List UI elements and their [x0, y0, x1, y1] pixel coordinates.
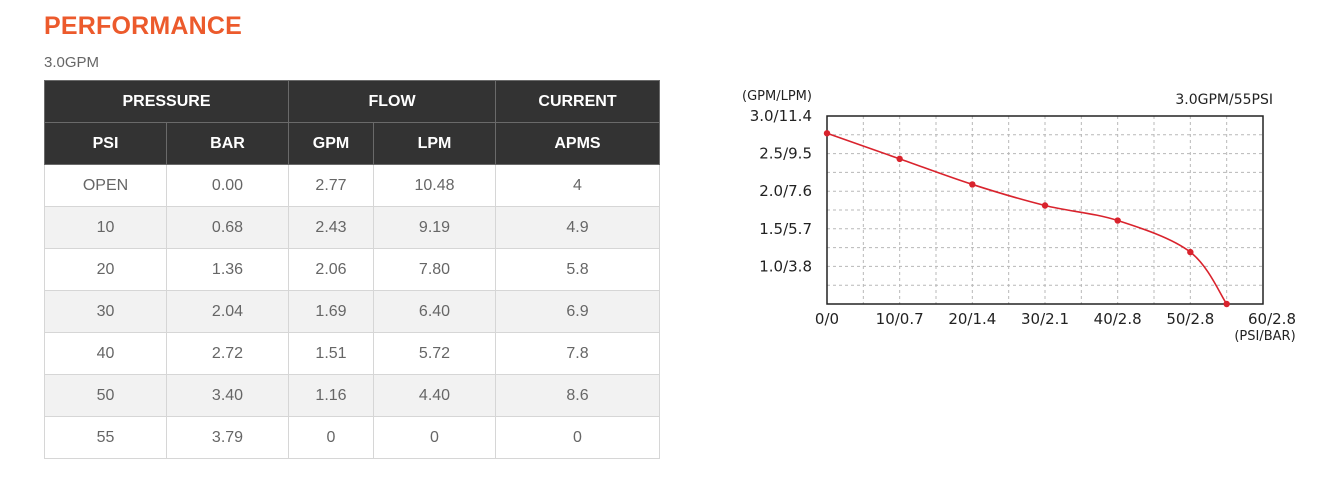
cell-apms: 7.8: [495, 332, 660, 375]
table-row: OPEN 0.00 2.77 10.48 4: [44, 164, 660, 207]
cell-lpm: 5.72: [373, 332, 496, 375]
x-tick-label: 40/2.8: [1094, 310, 1142, 328]
cell-gpm: 1.51: [288, 332, 374, 375]
section-title: PERFORMANCE: [44, 12, 243, 40]
cell-bar: 3.40: [166, 374, 289, 417]
cell-gpm: 1.16: [288, 374, 374, 417]
performance-chart: 1.0/3.8 1.5/5.7 2.0/7.6 2.5/9.5 3.0/11.4 0/0…: [742, 89, 1296, 344]
cell-psi: 10: [44, 206, 167, 249]
plot-frame: [826, 115, 1264, 305]
cell-bar: 0.68: [166, 206, 289, 249]
table-row: 30 2.04 1.69 6.40 6.9: [44, 290, 660, 333]
x-tick-label: 20/1.4: [948, 310, 996, 328]
table-row: 20 1.36 2.06 7.80 5.8: [44, 248, 660, 291]
x-tick-label: 60/2.8: [1248, 310, 1296, 328]
chart-grid: [827, 116, 1263, 304]
cell-gpm: 0: [288, 416, 374, 459]
group-header-current: CURRENT: [495, 80, 660, 123]
cell-apms: 4.9: [495, 206, 660, 249]
data-point: [1223, 300, 1230, 308]
section-subtitle: 3.0GPM: [44, 54, 100, 71]
cell-psi: 30: [44, 290, 167, 333]
cell-lpm: 9.19: [373, 206, 496, 249]
y-tick-label: 2.5/9.5: [759, 145, 812, 163]
cell-lpm: 4.40: [373, 374, 496, 417]
cell-apms: 6.9: [495, 290, 660, 333]
column-header-lpm: LPM: [373, 122, 496, 165]
table-body: OPEN 0.00 2.77 10.48 4 10 0.68 2.43 9.19 4.9 20 1.3…: [44, 164, 660, 459]
y-tick-label: 1.0/3.8: [759, 257, 812, 275]
cell-bar: 0.00: [166, 164, 289, 207]
data-point: [969, 181, 976, 188]
x-tick-label: 10/0.7: [876, 310, 924, 328]
cell-apms: 8.6: [495, 374, 660, 417]
cell-lpm: 6.40: [373, 290, 496, 333]
chart-title: 3.0GPM/55PSI: [1175, 92, 1273, 108]
table-row: 50 3.40 1.16 4.40 8.6: [44, 374, 660, 417]
y-tick-label: 1.5/5.7: [759, 220, 812, 238]
cell-psi: 40: [44, 332, 167, 375]
column-header-apms: APMS: [495, 122, 660, 165]
column-header-psi: PSI: [44, 122, 167, 165]
table-column-header-row: PSI BAR GPM LPM APMS: [44, 122, 660, 165]
cell-psi: 55: [44, 416, 167, 459]
data-point: [1114, 217, 1121, 224]
data-point: [1187, 248, 1194, 256]
cell-lpm: 7.80: [373, 248, 496, 291]
cell-apms: 0: [495, 416, 660, 459]
y-tick-label: 3.0/11.4: [750, 107, 812, 125]
column-header-bar: BAR: [166, 122, 289, 165]
data-point: [1041, 202, 1049, 209]
data-point: [823, 130, 831, 137]
table-row: 10 0.68 2.43 9.19 4.9: [44, 206, 660, 249]
cell-bar: 1.36: [166, 248, 289, 291]
series-points: [823, 130, 1230, 308]
cell-lpm: 0: [373, 416, 496, 459]
cell-bar: 2.04: [166, 290, 289, 333]
column-header-gpm: GPM: [288, 122, 374, 165]
table-row: 55 3.79 0 0 0: [44, 416, 660, 459]
cell-psi: 20: [44, 248, 167, 291]
y-tick-labels: 1.0/3.8 1.5/5.7 2.0/7.6 2.5/9.5 3.0/11.4: [750, 107, 812, 275]
cell-psi: OPEN: [44, 164, 167, 207]
x-tick-label: 50/2.8: [1166, 310, 1214, 328]
y-tick-label: 2.0/7.6: [759, 182, 812, 200]
x-tick-label: 30/2.1: [1021, 310, 1069, 328]
cell-apms: 4: [495, 164, 660, 207]
cell-gpm: 2.43: [288, 206, 374, 249]
cell-bar: 3.79: [166, 416, 289, 459]
table-group-header-row: PRESSURE FLOW CURRENT: [44, 80, 660, 123]
y-axis-label: (GPM/LPM): [742, 89, 812, 104]
performance-table: PRESSURE FLOW CURRENT PSI BAR GPM LPM AP…: [44, 80, 660, 459]
cell-lpm: 10.48: [373, 164, 496, 207]
series-line: [826, 132, 1228, 305]
x-axis-label: (PSI/BAR): [1234, 329, 1295, 344]
cell-psi: 50: [44, 374, 167, 417]
cell-gpm: 2.06: [288, 248, 374, 291]
group-header-flow: FLOW: [288, 80, 496, 123]
data-point: [896, 155, 903, 163]
x-tick-labels: 0/0 10/0.7 20/1.4 30/2.1 40/2.8 50/2.8 60/2.8: [815, 310, 1296, 328]
cell-gpm: 1.69: [288, 290, 374, 333]
table-row: 40 2.72 1.51 5.72 7.8: [44, 332, 660, 375]
cell-gpm: 2.77: [288, 164, 374, 207]
group-header-pressure: PRESSURE: [44, 80, 289, 123]
cell-bar: 2.72: [166, 332, 289, 375]
cell-apms: 5.8: [495, 248, 660, 291]
x-tick-label: 0/0: [815, 310, 839, 328]
